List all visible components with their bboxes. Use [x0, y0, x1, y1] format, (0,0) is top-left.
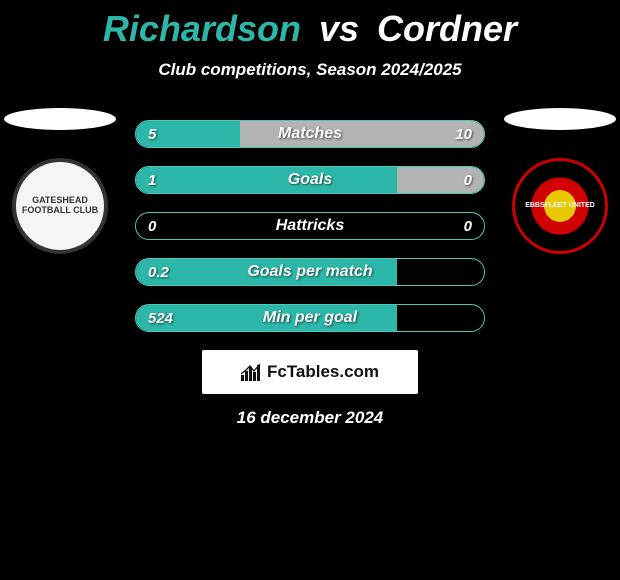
stat-value-right: 0	[464, 172, 472, 189]
stat-label: Matches	[136, 125, 484, 143]
stat-row: 1Goals0	[135, 166, 485, 194]
player2-club-badge: EBBSFLEET UNITED	[512, 158, 608, 254]
stat-label: Hattricks	[136, 217, 484, 235]
stat-label: Goals per match	[136, 263, 484, 281]
left-player-column: GATESHEAD FOOTBALL CLUB	[0, 108, 120, 254]
fctables-text: FcTables.com	[267, 362, 379, 382]
date: 16 december 2024	[0, 408, 620, 428]
stat-label: Goals	[136, 171, 484, 189]
fctables-badge: FcTables.com	[202, 350, 418, 394]
stat-label: Min per goal	[136, 309, 484, 327]
stat-value-right: 10	[455, 126, 472, 143]
club-left-label: GATESHEAD FOOTBALL CLUB	[16, 196, 104, 216]
vs-text: vs	[319, 8, 359, 49]
stat-row: 0.2Goals per match	[135, 258, 485, 286]
player1-avatar-placeholder	[4, 108, 116, 130]
content: GATESHEAD FOOTBALL CLUB EBBSFLEET UNITED…	[0, 120, 620, 428]
right-player-column: EBBSFLEET UNITED	[500, 108, 620, 254]
stat-row: 0Hattricks0	[135, 212, 485, 240]
stats-container: 5Matches101Goals00Hattricks00.2Goals per…	[135, 120, 485, 332]
stat-value-right: 0	[464, 218, 472, 235]
player2-name: Cordner	[377, 8, 517, 49]
comparison-title: Richardson vs Cordner	[0, 0, 620, 50]
player2-avatar-placeholder	[504, 108, 616, 130]
player1-club-badge: GATESHEAD FOOTBALL CLUB	[12, 158, 108, 254]
player1-name: Richardson	[103, 8, 301, 49]
bar-chart-icon	[241, 363, 261, 381]
stat-row: 5Matches10	[135, 120, 485, 148]
subtitle: Club competitions, Season 2024/2025	[0, 60, 620, 80]
club-right-label: EBBSFLEET UNITED	[525, 202, 595, 210]
stat-row: 524Min per goal	[135, 304, 485, 332]
